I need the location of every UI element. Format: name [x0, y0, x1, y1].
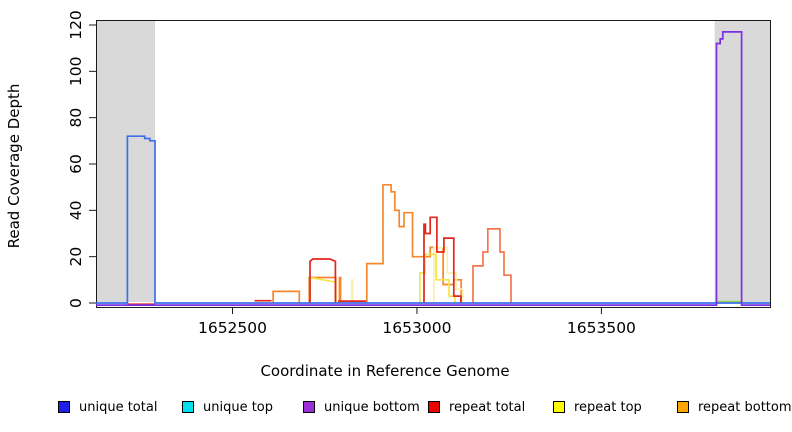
- y-tick-label: 100: [67, 57, 85, 87]
- y-tick-label: 20: [67, 247, 85, 267]
- y-tick-label: 40: [67, 200, 85, 220]
- legend-label: unique top: [203, 399, 274, 415]
- legend-item-repeat-bottom: repeat bottom: [677, 398, 792, 416]
- legend-label: unique total: [79, 399, 158, 415]
- y-tick-label: 80: [67, 108, 85, 128]
- legend-label: repeat total: [449, 399, 526, 415]
- series-unique-bottom: [96, 31, 770, 306]
- series-repeat-bottom: [365, 183, 463, 303]
- legend-swatch-unique-total: [58, 401, 70, 413]
- x-tick-label: 1652500: [198, 319, 267, 337]
- legend-swatch-repeat-top: [553, 401, 565, 413]
- series-repeat-bottom: [272, 290, 301, 303]
- y-tick-label: 0: [67, 298, 85, 308]
- legend-label: unique bottom: [324, 399, 420, 415]
- x-axis-title: Coordinate in Reference Genome: [260, 362, 510, 380]
- x-tick-label: 1653000: [382, 319, 451, 337]
- series-repeat-total-bottom-overlap: [472, 228, 512, 303]
- series-unique-total: [96, 135, 770, 304]
- y-tick-label: 120: [67, 10, 85, 40]
- plot-border: [96, 20, 771, 308]
- chart-legend: unique total unique top unique bottom repea…: [0, 398, 792, 422]
- series-repeat-top: [309, 276, 337, 303]
- series-repeat-top: [419, 253, 456, 303]
- y-tick-label: 60: [67, 154, 85, 174]
- left-gray-region: [96, 20, 156, 302]
- legend-swatch-unique-bottom: [303, 401, 315, 413]
- series-repeat-total: [309, 258, 337, 303]
- legend-swatch-repeat-total: [428, 401, 440, 413]
- y-axis-title: Read Coverage Depth: [5, 83, 23, 249]
- series-repeat-top-pale-overlap-: [350, 278, 354, 303]
- legend-label: repeat bottom: [698, 399, 792, 415]
- legend-swatch-repeat-bottom: [677, 401, 689, 413]
- legend-item-unique-top: unique top: [182, 398, 273, 416]
- legend-item-unique-bottom: unique bottom: [303, 398, 420, 416]
- legend-swatch-unique-top: [182, 401, 194, 413]
- legend-item-repeat-top: repeat top: [553, 398, 642, 416]
- legend-label: repeat top: [574, 399, 642, 415]
- series-repeat-total: [423, 216, 462, 303]
- legend-item-unique-total: unique total: [58, 398, 157, 416]
- legend-item-repeat-total: repeat total: [428, 398, 525, 416]
- x-tick-label: 1653500: [567, 319, 636, 337]
- series-repeat-bottom: [338, 276, 342, 303]
